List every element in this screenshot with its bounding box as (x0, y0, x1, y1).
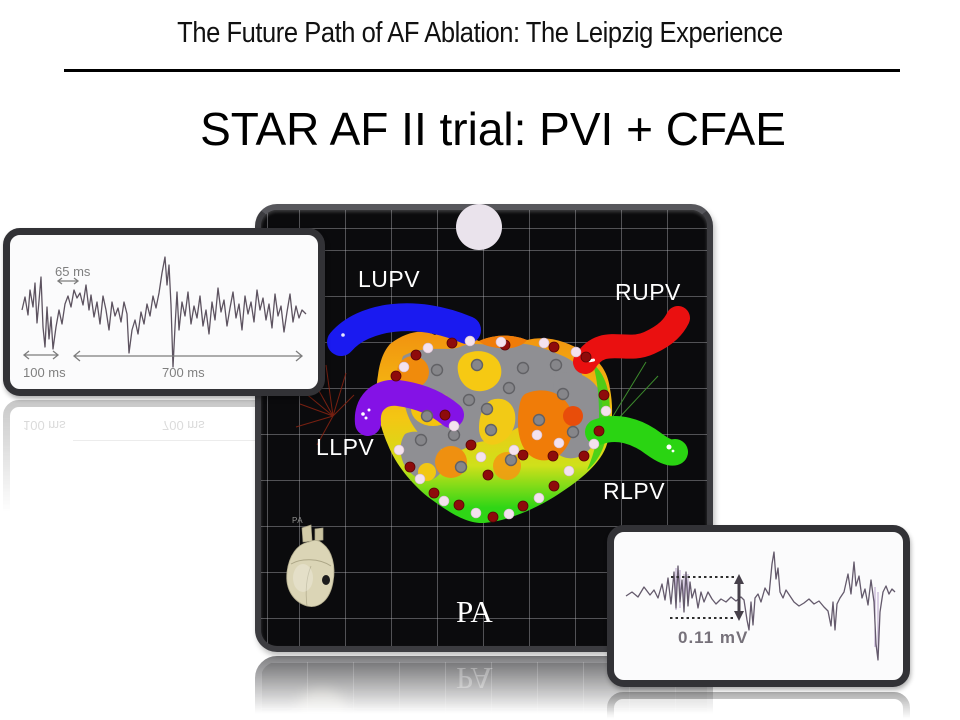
label-rupv: RUPV (615, 279, 681, 305)
electrogram-trace (625, 551, 896, 661)
heart-3d-icon (286, 524, 335, 607)
label-llpv: LLPV (316, 434, 375, 460)
map-panel-reflection: PA (255, 656, 713, 720)
reflection-box (607, 692, 910, 720)
low-voltage-electrogram-panel: 0.11 mV (607, 525, 910, 687)
slide-subtitle: STAR AF II trial: PVI + CFAE (200, 103, 786, 155)
rlpv-vein-tube (585, 416, 688, 466)
reference-patch-icon (456, 204, 502, 250)
llpv-vein-tube (354, 379, 464, 436)
egm-right-reflection (607, 692, 910, 720)
pulmonary-vein-tubes (327, 303, 690, 466)
cfae-electrogram-panel: 65 ms 100 ms 700 ms (3, 228, 325, 396)
electrogram-trace-graphic (625, 551, 896, 661)
scale-bar-label: 100 ms (23, 365, 66, 380)
rupv-vein-tube (573, 306, 690, 374)
amplitude-value-label: 0.11 mV (678, 628, 749, 647)
mini-heart-view-label: PA (292, 516, 304, 525)
lupv-vein-tube (327, 303, 481, 356)
label-lupv: LUPV (358, 266, 421, 292)
electrogram-trace-graphic (21, 256, 307, 368)
view-orientation-label: PA (456, 594, 493, 629)
amplitude-markers (670, 574, 744, 621)
title-divider-line (64, 69, 900, 72)
left-atrium-map-graphic (286, 204, 690, 607)
interval-long-label: 700 ms (162, 365, 205, 380)
slide-title: The Future Path of AF Ablation: The Leip… (177, 17, 783, 49)
electrogram-trace (21, 256, 307, 368)
reflection-label: 700 ms (162, 418, 205, 433)
mapping-point-dots (414, 358, 580, 474)
reflection-label: PA (456, 661, 493, 696)
ablation-lesion-dots (390, 337, 610, 523)
label-rlpv: RLPV (603, 478, 666, 504)
reflection-arrow-line (73, 440, 299, 441)
marker-dots (393, 335, 612, 520)
reflection-box (255, 656, 713, 720)
reflection-label: 100 ms (23, 418, 66, 433)
heart-reflection-blob (297, 690, 347, 720)
interval-short-label: 65 ms (55, 264, 91, 279)
interval-arrows (22, 277, 304, 362)
